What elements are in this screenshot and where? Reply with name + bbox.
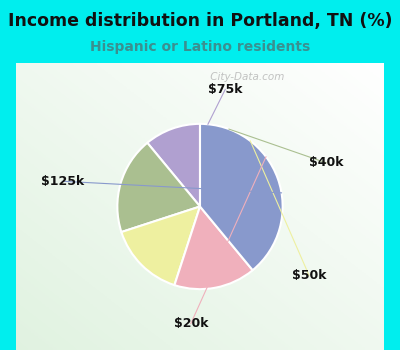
Wedge shape: [117, 143, 200, 232]
Wedge shape: [121, 206, 200, 285]
Text: Income distribution in Portland, TN (%): Income distribution in Portland, TN (%): [8, 12, 392, 30]
Wedge shape: [147, 124, 200, 206]
Text: $40k: $40k: [309, 156, 344, 169]
Text: $75k: $75k: [208, 83, 242, 96]
Text: $50k: $50k: [292, 269, 326, 282]
Text: $20k: $20k: [174, 317, 208, 330]
Text: $125k: $125k: [41, 175, 84, 188]
Text: Hispanic or Latino residents: Hispanic or Latino residents: [90, 40, 310, 54]
Wedge shape: [200, 124, 283, 270]
Text: City-Data.com: City-Data.com: [207, 72, 285, 82]
Wedge shape: [174, 206, 253, 289]
